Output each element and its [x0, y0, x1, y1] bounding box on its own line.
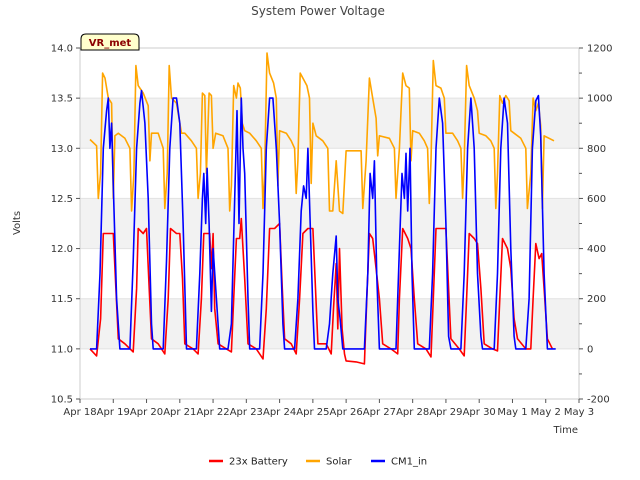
x-axis-ticks: Apr 18 Apr 19 Apr 20 Apr 21 Apr 22 Apr 23 Apr … [63, 399, 594, 418]
x-tick-label: Apr 22 [196, 407, 229, 418]
band [80, 98, 579, 149]
right-tick-label: 200 [587, 294, 606, 305]
left-tick-label: 13.0 [51, 144, 73, 155]
legend-label: 23x Battery [229, 457, 288, 468]
y-axis-label: Volts [12, 211, 23, 235]
badge-box [80, 33, 140, 51]
right-tick-label: -200 [587, 395, 610, 406]
x-tick-label: May 3 [564, 407, 594, 418]
legend-label: CM1_in [391, 457, 427, 468]
background-bands [80, 98, 579, 349]
vr-met-badge: VR_met [80, 33, 140, 51]
x-tick-label: Apr 19 [97, 407, 130, 418]
x-tick-label: Apr 30 [463, 407, 496, 418]
legend: 23x Battery Solar CM1_in [209, 457, 427, 468]
x-tick-label: May 1 [497, 407, 527, 418]
series-line-solar [89, 52, 555, 215]
right-tick-label: 0 [587, 344, 593, 355]
left-tick-label: 11.0 [51, 344, 73, 355]
badge-label: VR_met [89, 38, 132, 49]
left-tick-label: 12.5 [51, 194, 73, 205]
x-tick-label: May 2 [531, 407, 561, 418]
right-tick-label: 400 [587, 244, 606, 255]
chart-title: System Power Voltage [251, 4, 385, 18]
legend-item-solar: Solar [306, 457, 352, 468]
x-tick-label: Apr 18 [63, 407, 96, 418]
left-tick-label: 14.0 [51, 44, 73, 55]
legend-label: Solar [326, 457, 352, 468]
x-tick-label: Apr 23 [230, 407, 263, 418]
right-tick-label: 800 [587, 144, 606, 155]
right-tick-label: 600 [587, 194, 606, 205]
x-tick-label: Apr 27 [363, 407, 396, 418]
left-axis-ticks: 10.5 11.0 11.5 12.0 12.5 13.0 13.5 14.0 [51, 44, 80, 406]
x-tick-label: Apr 21 [163, 407, 196, 418]
x-tick-label: Apr 25 [296, 407, 329, 418]
right-tick-label: 1200 [587, 44, 612, 55]
series-line-cm1-in [90, 89, 556, 350]
series-layer [89, 52, 556, 365]
left-tick-label: 12.0 [51, 244, 73, 255]
left-tick-label: 13.5 [51, 94, 73, 105]
x-tick-label: Apr 24 [263, 407, 296, 418]
legend-item-cm1-in: CM1_in [371, 457, 427, 468]
x-tick-label: Apr 20 [130, 407, 163, 418]
x-tick-label: Apr 29 [429, 407, 462, 418]
left-tick-label: 10.5 [51, 395, 73, 406]
right-tick-label: 1000 [587, 94, 612, 105]
x-axis-label: Time [553, 425, 578, 436]
left-tick-label: 11.5 [51, 294, 73, 305]
x-tick-label: Apr 26 [330, 407, 363, 418]
legend-item-23x-battery: 23x Battery [209, 457, 288, 468]
x-tick-label: Apr 28 [396, 407, 429, 418]
right-axis-ticks: -200 0 200 400 600 800 1000 1200 [579, 44, 612, 406]
